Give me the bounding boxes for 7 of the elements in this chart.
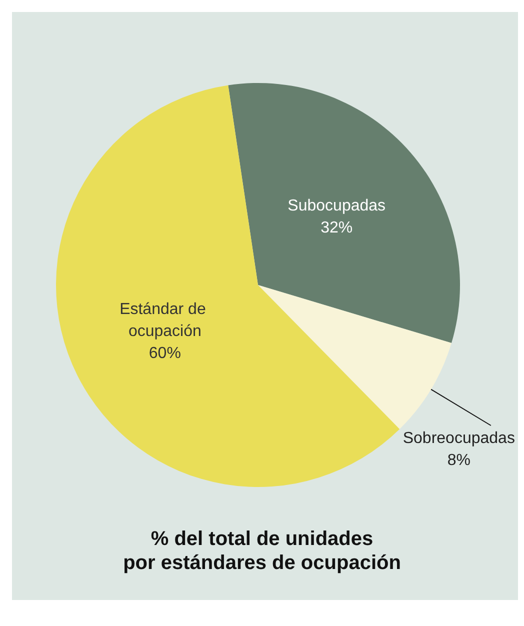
- data-label: 8%: [447, 452, 470, 469]
- slice-label: Subocupadas: [288, 197, 386, 214]
- data-label: 60%: [148, 344, 181, 362]
- slice-label: Estándar de ocupación: [120, 300, 210, 340]
- text: % del total de unidades por estándares de ocupación: [123, 528, 401, 574]
- slice-label: Sobreocupadas: [402, 430, 515, 447]
- data-label: 32%: [320, 219, 353, 236]
